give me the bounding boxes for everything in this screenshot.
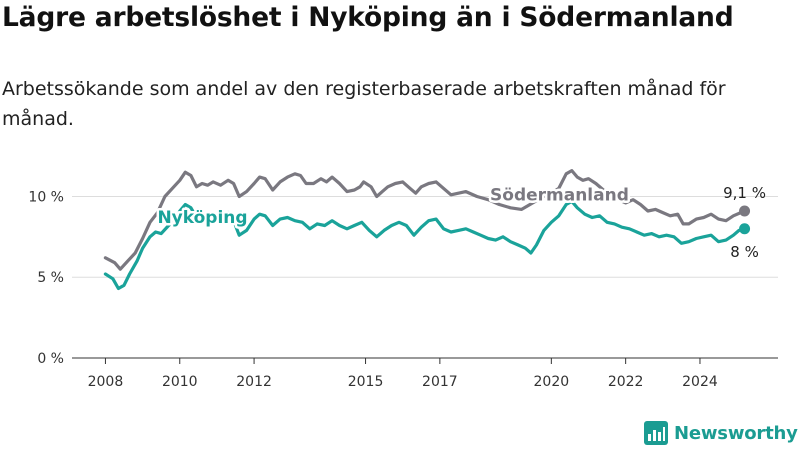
series-line-s-dermanland — [103, 169, 747, 271]
series-annotation: Södermanland — [490, 186, 629, 206]
y-tick-label: 5 % — [37, 270, 64, 286]
y-tick-label: 0 % — [37, 351, 64, 367]
chart-title: Lägre arbetslöshet i Nyköping än i Söder… — [2, 2, 734, 33]
series-end-label: 8 % — [730, 243, 759, 261]
x-tick-label: 2020 — [534, 374, 570, 390]
series-annotation: Nyköping — [157, 208, 247, 228]
y-tick-label: 10 % — [28, 189, 64, 205]
brand-logo: Newsworthy — [644, 418, 798, 448]
series-end-label: 9,1 % — [723, 184, 766, 202]
x-tick-label: 2022 — [608, 374, 644, 390]
series-line-nyk-ping — [103, 199, 747, 291]
x-tick-label: 2015 — [348, 374, 384, 390]
brand-name: Newsworthy — [674, 422, 798, 444]
x-tick-label: 2024 — [682, 374, 718, 390]
x-tick-label: 2017 — [422, 374, 458, 390]
series-end-point — [739, 205, 751, 217]
x-tick-label: 2008 — [88, 374, 124, 390]
x-tick-label: 2010 — [162, 374, 198, 390]
newsworthy-logo-icon — [644, 421, 668, 445]
x-tick-label: 2012 — [236, 374, 272, 390]
chart-subtitle: Arbetssökande som andel av den registerb… — [2, 78, 726, 130]
series-end-point — [739, 223, 751, 235]
